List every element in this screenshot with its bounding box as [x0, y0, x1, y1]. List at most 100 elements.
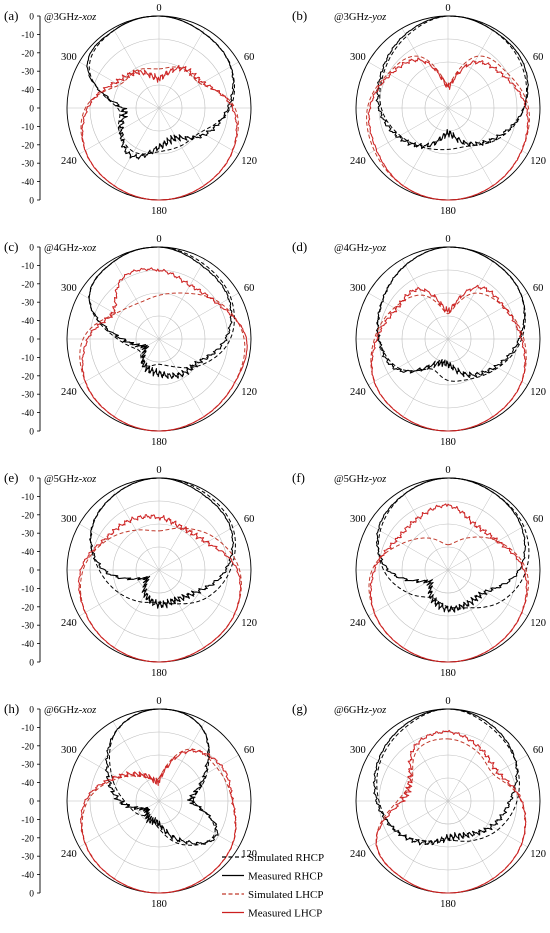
angle-tick-label: 300	[61, 514, 77, 525]
angle-tick-label: 120	[530, 387, 546, 398]
grid-spoke	[158, 754, 239, 802]
grid-spoke	[447, 800, 528, 848]
series-line-measured-lhcp	[367, 57, 530, 201]
grid-spoke	[401, 338, 449, 419]
radial-tick-label: -40	[21, 640, 34, 650]
angle-tick-label: 60	[533, 745, 544, 756]
radial-tick-label: 0	[29, 706, 34, 716]
radial-tick-label: -40	[21, 317, 34, 327]
angle-tick-label: 60	[244, 283, 255, 294]
panel-subtitle: @5GHz-xoz	[44, 474, 96, 485]
grid-spoke	[112, 259, 160, 340]
angle-tick-label: 60	[244, 514, 255, 525]
angle-tick-label: 180	[151, 668, 167, 679]
radial-tick-label: -20	[21, 141, 34, 151]
radial-tick-label: -40	[21, 779, 34, 789]
grid-spoke	[79, 107, 160, 155]
grid-spoke	[158, 61, 239, 109]
grid-spoke	[368, 292, 449, 340]
grid-spoke	[447, 754, 528, 802]
grid-spoke	[447, 338, 528, 386]
grid-spoke	[158, 107, 239, 155]
radial-tick-label: -10	[21, 493, 34, 503]
grid-spoke	[112, 28, 160, 109]
series-line-measured-rhcp	[375, 246, 526, 379]
radial-tick-label: -10	[21, 816, 34, 826]
grid-spoke	[447, 28, 495, 109]
series-line-simulated-lhcp	[80, 66, 239, 201]
panel-label: (c)	[4, 239, 18, 254]
grid-spoke	[401, 28, 449, 109]
legend-label: Measured RHCP	[248, 871, 323, 883]
radial-tick-label: 0	[29, 336, 34, 346]
series-line-measured-lhcp	[81, 267, 248, 432]
radial-tick-label: 0	[29, 475, 34, 485]
radial-tick-label: -10	[21, 585, 34, 595]
radial-tick-label: 0	[29, 428, 34, 438]
panel-subtitle: @6GHz-yoz	[334, 705, 386, 716]
series-line-measured-lhcp	[77, 514, 242, 663]
series-line-measured-rhcp	[375, 477, 527, 613]
grid-spoke	[158, 107, 206, 188]
grid-spoke	[368, 569, 449, 617]
grid-spoke	[447, 107, 495, 188]
panel-subtitle: @3GHz-xoz	[44, 12, 96, 23]
grid-spoke	[158, 490, 206, 571]
radial-tick-label: -40	[21, 86, 34, 96]
panel-label: (g)	[292, 701, 307, 716]
grid-spoke	[447, 259, 495, 340]
legend-label: Measured LHCP	[248, 908, 322, 920]
angle-tick-label: 180	[151, 206, 167, 217]
radial-tick-label: -20	[21, 511, 34, 521]
radial-tick-label: -20	[21, 280, 34, 290]
angle-tick-label: 240	[350, 156, 366, 167]
angle-tick-label: 180	[151, 437, 167, 448]
grid-spoke	[401, 490, 449, 571]
radial-tick-label: 0	[29, 13, 34, 23]
series-line-measured-rhcp	[88, 246, 233, 379]
angle-tick-label: 60	[244, 745, 255, 756]
angle-tick-label: 300	[350, 283, 366, 294]
polar-chart-7: 0 60 120 180 240 300 0 -10 -20 -30 -40 0 -10 -20 -30 -4…	[4, 696, 257, 910]
radial-tick-label: -20	[21, 603, 34, 613]
grid-spoke	[368, 523, 449, 571]
angle-tick-label: 120	[241, 618, 257, 629]
radial-tick-label: -30	[21, 761, 34, 771]
panel-subtitle: @3GHz-yoz	[334, 12, 386, 23]
series-line-measured-rhcp	[86, 15, 235, 160]
grid-spoke	[112, 721, 160, 802]
radial-tick-label: -30	[21, 530, 34, 540]
radial-tick-label: -10	[21, 354, 34, 364]
grid-spoke	[112, 107, 160, 188]
radial-tick-label: 0	[29, 244, 34, 254]
radial-tick-label: -30	[21, 299, 34, 309]
polar-chart-4: 0 60 120 180 240 300 (d) @4GHz-yoz	[292, 234, 546, 448]
grid-spoke	[447, 721, 495, 802]
radial-tick-label: -20	[21, 742, 34, 752]
grid-spoke	[112, 569, 160, 650]
radial-tick-label: 0	[29, 197, 34, 207]
angle-tick-label: 180	[440, 206, 456, 217]
angle-tick-label: 180	[151, 899, 167, 910]
grid-spoke	[447, 569, 528, 617]
grid-spoke	[112, 800, 160, 881]
legend: Simulated RHCP Measured RHCP Simulated LHC…	[222, 852, 324, 920]
polar-chart-5: 0 60 120 180 240 300 0 -10 -20 -30 -40 0 -10 -20 -30 -4…	[4, 465, 257, 679]
angle-tick-label: 120	[530, 849, 546, 860]
series-line-measured-rhcp	[89, 477, 235, 609]
grid-spoke	[447, 490, 495, 571]
angle-tick-label: 300	[61, 52, 77, 63]
angle-tick-label: 0	[445, 234, 450, 245]
radial-tick-label: -40	[21, 548, 34, 558]
grid-spoke	[368, 800, 449, 848]
angle-tick-label: 240	[61, 156, 77, 167]
legend-label: Simulated LHCP	[248, 889, 323, 901]
grid-spoke	[158, 523, 239, 571]
grid-spoke	[447, 569, 495, 650]
radial-tick-label: -10	[21, 123, 34, 133]
radial-tick-label: -30	[21, 160, 34, 170]
angle-tick-label: 0	[445, 3, 450, 14]
radial-tick-label: -40	[21, 409, 34, 419]
polar-chart-3: 0 60 120 180 240 300 0 -10 -20 -30 -40 0 -10 -20 -30 -4…	[4, 234, 257, 448]
